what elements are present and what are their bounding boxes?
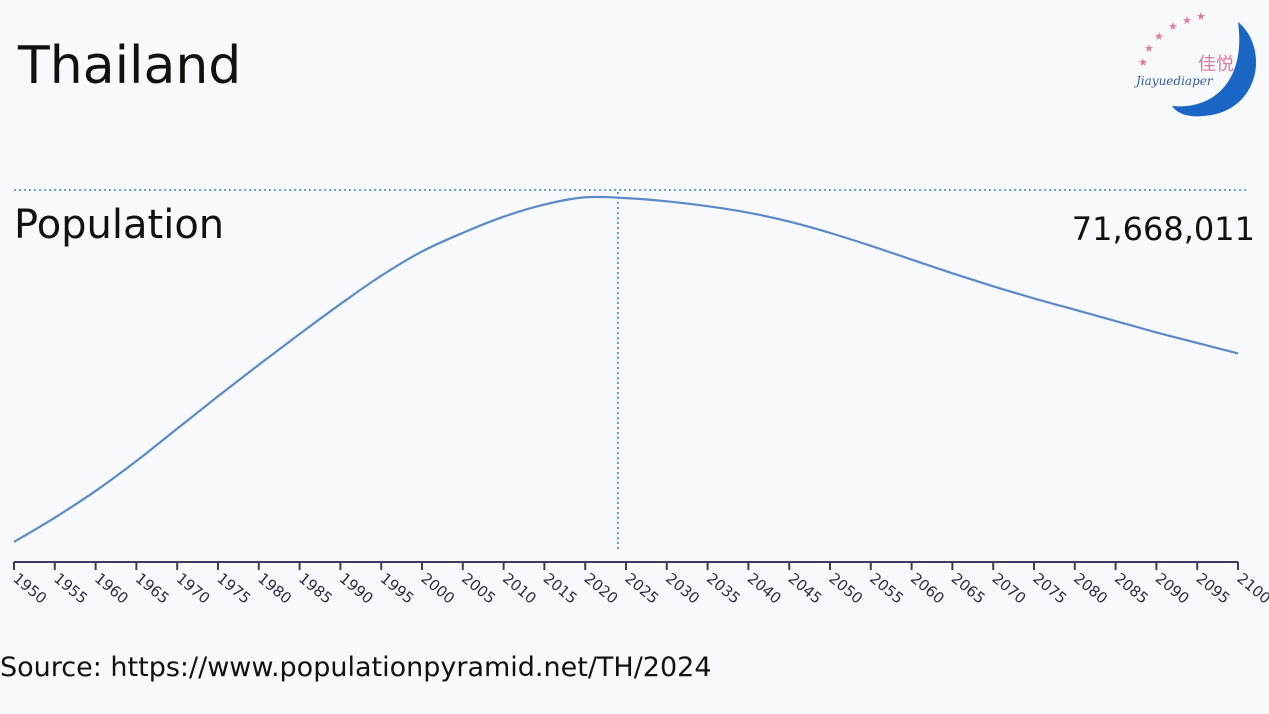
x-tick-label: 1965 [132,569,173,607]
x-tick-label: 1975 [213,569,254,607]
svg-text:★: ★ [1154,30,1164,43]
logo-name: 佳悦 [1198,54,1234,75]
x-tick-label: 2050 [825,569,866,607]
svg-text:★: ★ [1196,10,1206,23]
x-tick-label: 2100 [1233,569,1269,607]
x-tick-label: 2010 [499,569,540,607]
x-tick-label: 2060 [907,569,948,607]
x-tick-label: 1985 [295,569,336,607]
x-tick-label: 1950 [9,569,50,607]
x-tick-label: 2090 [1152,569,1193,607]
svg-text:★: ★ [1144,42,1154,55]
x-tick-label: 1955 [50,569,91,607]
brand-logo: ★ ★ ★ ★ ★ ★ 佳悦 Jiayuediaper [1133,10,1257,117]
x-tick-label: 2070 [989,569,1030,607]
svg-text:★: ★ [1182,14,1192,27]
x-tick-label: 2075 [1029,569,1070,607]
moon-icon [1172,22,1257,117]
x-tick-label: 2020 [581,569,622,607]
x-tick-label: 1990 [336,569,377,607]
x-tick-label: 2035 [703,569,744,607]
x-tick-label: 2065 [948,569,989,607]
x-tick-label: 2015 [540,569,581,607]
x-tick-label: 2080 [1070,569,1111,607]
series-label: Population [14,202,224,248]
x-tick-label: 2040 [744,569,785,607]
source-text: Source: https://www.populationpyramid.ne… [0,652,712,683]
x-tick-label: 2045 [785,569,826,607]
x-tick-label: 1970 [173,569,214,607]
x-tick-label: 2030 [662,569,703,607]
population-line [13,195,1239,543]
stars-decoration: ★ ★ ★ ★ ★ ★ [1138,10,1206,69]
x-tick-label: 1995 [377,569,418,607]
highlight-value: 71,668,011 [1072,210,1255,248]
svg-text:★: ★ [1138,56,1148,69]
x-axis-ticks: 1950 1955 1960 1965 1970 1975 1980 1985 1990 1995… [9,562,1269,608]
page-title: Thailand [18,36,242,96]
x-tick-label: 2055 [866,569,907,607]
x-tick-label: 2000 [417,569,458,607]
logo-text: Jiayuediaper [1133,74,1214,88]
svg-text:★: ★ [1168,20,1178,33]
x-tick-label: 1960 [91,569,132,607]
x-tick-label: 2085 [1111,569,1152,607]
x-tick-label: 2025 [621,569,662,607]
x-tick-label: 2005 [458,569,499,607]
x-tick-label: 1980 [254,569,295,607]
x-tick-label: 2095 [1193,569,1234,607]
